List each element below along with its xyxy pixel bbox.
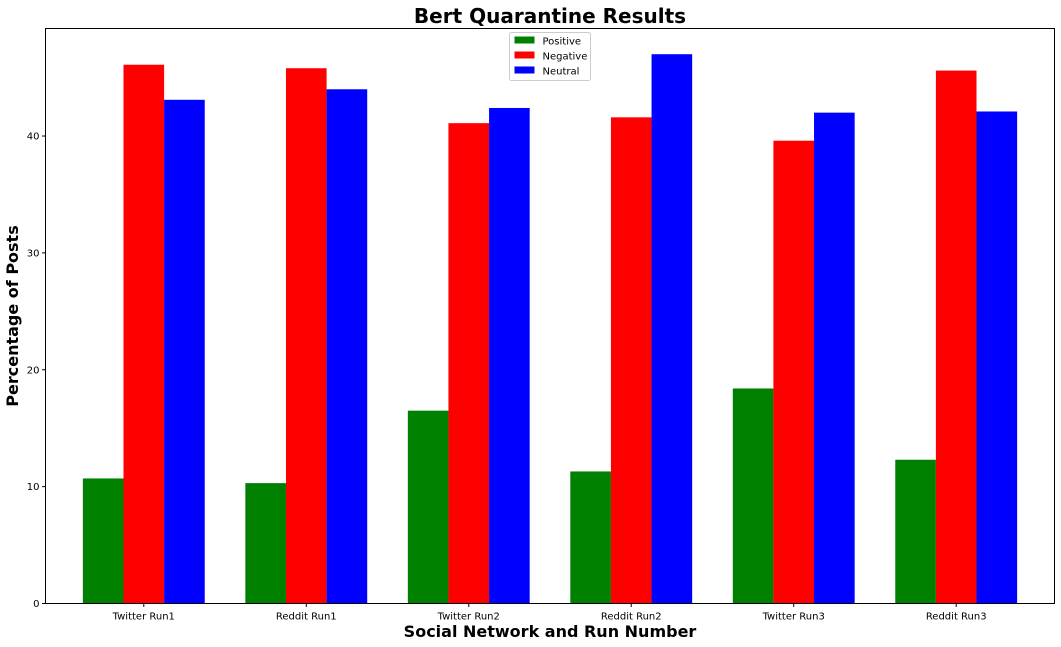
x-tick-label: Twitter Run3 xyxy=(762,612,825,623)
legend-label-negative: Negative xyxy=(543,52,588,63)
bar-negative-2 xyxy=(448,123,490,604)
y-tick-label: 10 xyxy=(27,482,40,493)
x-axis-label: Social Network and Run Number xyxy=(404,622,697,641)
bar-positive-0 xyxy=(82,478,124,604)
y-tick-label: 40 xyxy=(27,132,40,143)
legend-label-neutral: Neutral xyxy=(543,67,580,78)
bar-negative-4 xyxy=(773,140,815,604)
bar-negative-0 xyxy=(123,64,165,604)
bar-neutral-1 xyxy=(326,89,368,604)
bar-positive-1 xyxy=(245,483,286,604)
bar-negative-3 xyxy=(610,117,652,604)
x-tick-label: Twitter Run2 xyxy=(437,612,500,623)
legend-swatch-negative xyxy=(514,51,535,59)
chart-title: Bert Quarantine Results xyxy=(414,4,686,28)
y-axis-label: Percentage of Posts xyxy=(3,225,22,406)
bar-negative-1 xyxy=(285,68,327,604)
legend: Positive Negative Neutral xyxy=(509,32,591,81)
legend-label-positive: Positive xyxy=(543,37,582,48)
bar-neutral-0 xyxy=(164,99,205,604)
legend-swatch-positive xyxy=(514,36,535,44)
plot-frame xyxy=(45,28,1055,604)
bar-positive-5 xyxy=(895,459,936,604)
bar-negative-5 xyxy=(935,70,977,604)
x-tick-label: Twitter Run1 xyxy=(112,612,175,623)
y-tick-label: 0 xyxy=(33,599,39,610)
bar-neutral-5 xyxy=(976,111,1018,604)
y-tick-label: 30 xyxy=(27,248,40,259)
bar-positive-4 xyxy=(732,388,774,604)
bar-positive-3 xyxy=(570,471,611,604)
bar-neutral-3 xyxy=(651,54,693,604)
x-tick-label: Reddit Run3 xyxy=(926,612,987,623)
bar-positive-2 xyxy=(407,410,449,604)
bar-neutral-2 xyxy=(489,107,530,604)
x-axis: Twitter Run1 Reddit Run1 Twitter Run2 Reddi… xyxy=(112,603,987,623)
x-tick-label: Reddit Run2 xyxy=(601,612,662,623)
bars-group xyxy=(82,54,1018,604)
y-tick-label: 20 xyxy=(27,365,40,376)
y-axis: 0 10 20 30 40 xyxy=(27,132,46,610)
bar-neutral-4 xyxy=(814,112,855,604)
legend-swatch-neutral xyxy=(514,66,535,74)
x-tick-label: Reddit Run1 xyxy=(276,612,337,623)
